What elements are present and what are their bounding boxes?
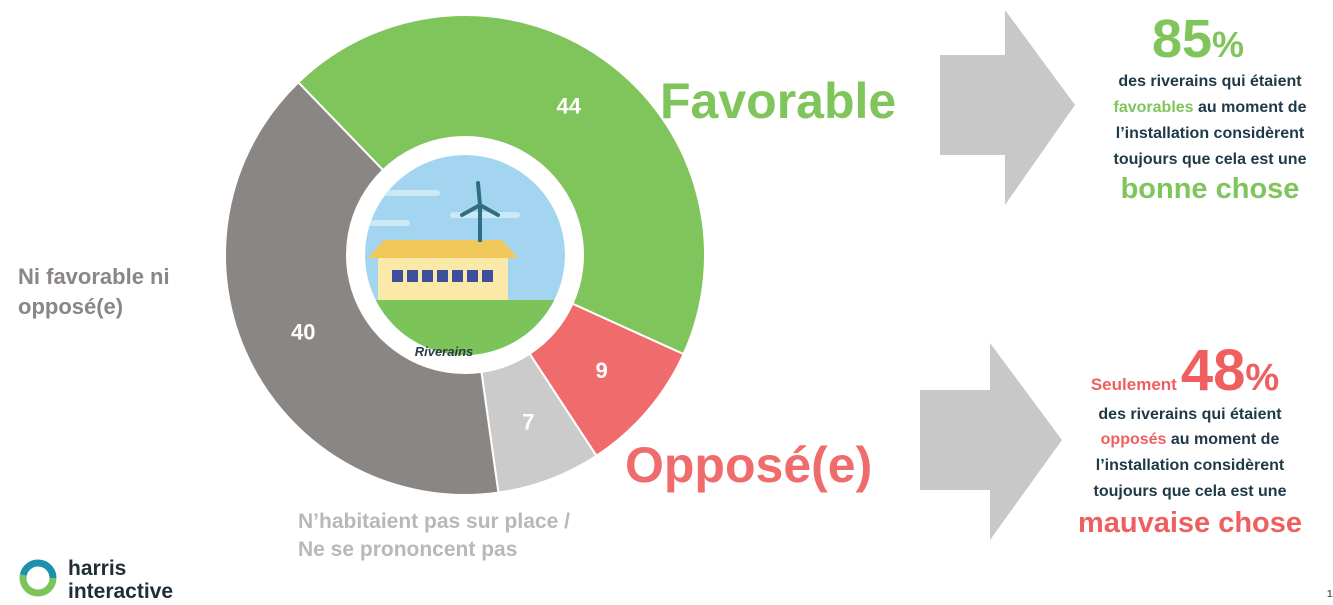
donut-segment (296, 14, 706, 356)
value: 85 (1152, 9, 1212, 69)
line: au moment de (1166, 431, 1279, 448)
value-label: 44 (557, 94, 582, 119)
conclusion: bonne chose (1121, 173, 1300, 205)
arrow (940, 10, 1075, 205)
category-label: Ni favorable ni opposé(e) (18, 264, 170, 319)
callout-text: des riverains qui étaient opposés au mom… (1094, 406, 1287, 500)
callout-value: Seulement48% (1091, 338, 1279, 403)
page-number: 1 (1327, 589, 1333, 600)
value-label: 9 (596, 358, 608, 383)
center-label: Riverains (415, 344, 474, 359)
line: l’installation considèrent (1096, 457, 1285, 474)
callout-value: 85% (1152, 9, 1244, 69)
donut: 44 9 7 40 (224, 14, 706, 496)
highlight: favorables (1114, 99, 1194, 116)
category-label: Favorable (660, 73, 897, 129)
value: 48 (1181, 338, 1246, 403)
donut-segment (224, 80, 500, 496)
highlight: opposés (1101, 431, 1167, 448)
line: toujours que cela est une (1094, 483, 1287, 500)
line: au moment de (1194, 99, 1307, 116)
logo: harris interactive (19, 557, 173, 603)
lead: Seulement (1091, 375, 1177, 394)
unit: % (1212, 24, 1244, 65)
line: l’installation considèrent (1116, 125, 1305, 142)
value-label: 7 (522, 409, 534, 434)
callout-text: des riverains qui étaient favorables au … (1114, 73, 1307, 168)
unit: % (1245, 357, 1279, 399)
line: des riverains qui étaient (1098, 406, 1282, 423)
arrow (920, 343, 1062, 540)
line: des riverains qui étaient (1118, 73, 1302, 90)
value-label: 40 (291, 320, 315, 345)
conclusion: mauvaise chose (1078, 507, 1302, 539)
line: opposés au moment de (1101, 431, 1280, 448)
logo-text: interactive (68, 580, 173, 603)
line: favorables au moment de (1114, 99, 1307, 116)
logo-text: harris (68, 557, 126, 580)
center-illustration (365, 155, 565, 355)
line: toujours que cela est une (1114, 151, 1307, 168)
category-label: Opposé(e) (625, 437, 873, 493)
category-label: N’habitaient pas sur place / Ne se prono… (298, 510, 570, 562)
